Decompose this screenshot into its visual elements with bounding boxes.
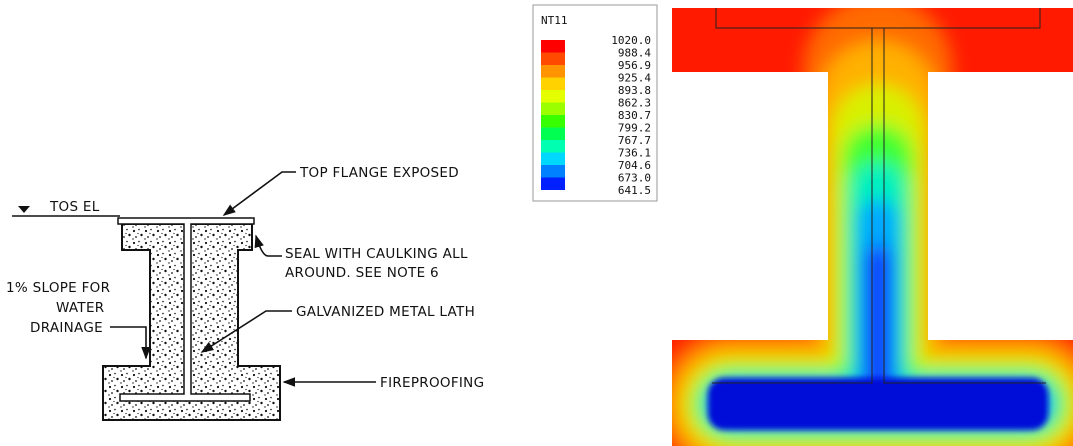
callout: FIREPROOFING	[380, 375, 484, 391]
legend-label: 988.4	[618, 47, 651, 60]
legend-band	[541, 90, 565, 103]
legend-label: 799.2	[618, 122, 651, 135]
legend-band	[541, 178, 565, 191]
callout: TOP FLANGE EXPOSED	[299, 165, 459, 181]
legend-title: NT11	[541, 14, 568, 27]
callout: SEAL WITH CAULKING ALL	[285, 246, 468, 262]
legend-band	[541, 65, 565, 78]
legend-label: 830.7	[618, 109, 651, 122]
legend-label: 893.8	[618, 84, 651, 97]
legend-label: 862.3	[618, 97, 651, 110]
slope-note: 1% SLOPE FOR	[6, 280, 110, 296]
legend-label: 767.7	[618, 134, 651, 147]
legend-band	[541, 115, 565, 128]
legend-label: 1020.0	[611, 34, 651, 47]
level-label: TOS EL	[49, 199, 100, 215]
legend-band	[541, 140, 565, 153]
legend-label: 704.6	[618, 159, 651, 172]
legend-band	[541, 128, 565, 141]
legend-label: 673.0	[618, 172, 651, 185]
leader	[256, 236, 282, 256]
slope-note: WATER	[56, 300, 104, 316]
level-symbol	[18, 206, 30, 213]
leader	[224, 172, 296, 215]
leader	[110, 327, 146, 358]
slope-note: DRAINAGE	[30, 320, 103, 336]
legend-label: 956.9	[618, 59, 651, 72]
legend: NT11 1020.0988.4956.9925.4893.8862.3830.…	[533, 5, 657, 201]
legend-band	[541, 53, 565, 66]
figure: TOS EL TOP FLANGE EXPOSED SEAL WITH CAUL…	[0, 0, 1073, 446]
legend-band	[541, 165, 565, 178]
section-drawing: TOS EL TOP FLANGE EXPOSED SEAL WITH CAUL…	[6, 165, 484, 420]
callout: AROUND. SEE NOTE 6	[285, 265, 439, 281]
legend-label: 641.5	[618, 184, 651, 197]
legend-band	[541, 103, 565, 116]
legend-band	[541, 40, 565, 53]
legend-label: 736.1	[618, 147, 651, 160]
legend-band	[541, 78, 565, 91]
legend-band	[541, 153, 565, 166]
contour-plot	[672, 8, 1073, 446]
callout: GALVANIZED METAL LATH	[296, 304, 475, 320]
legend-label: 925.4	[618, 72, 651, 85]
